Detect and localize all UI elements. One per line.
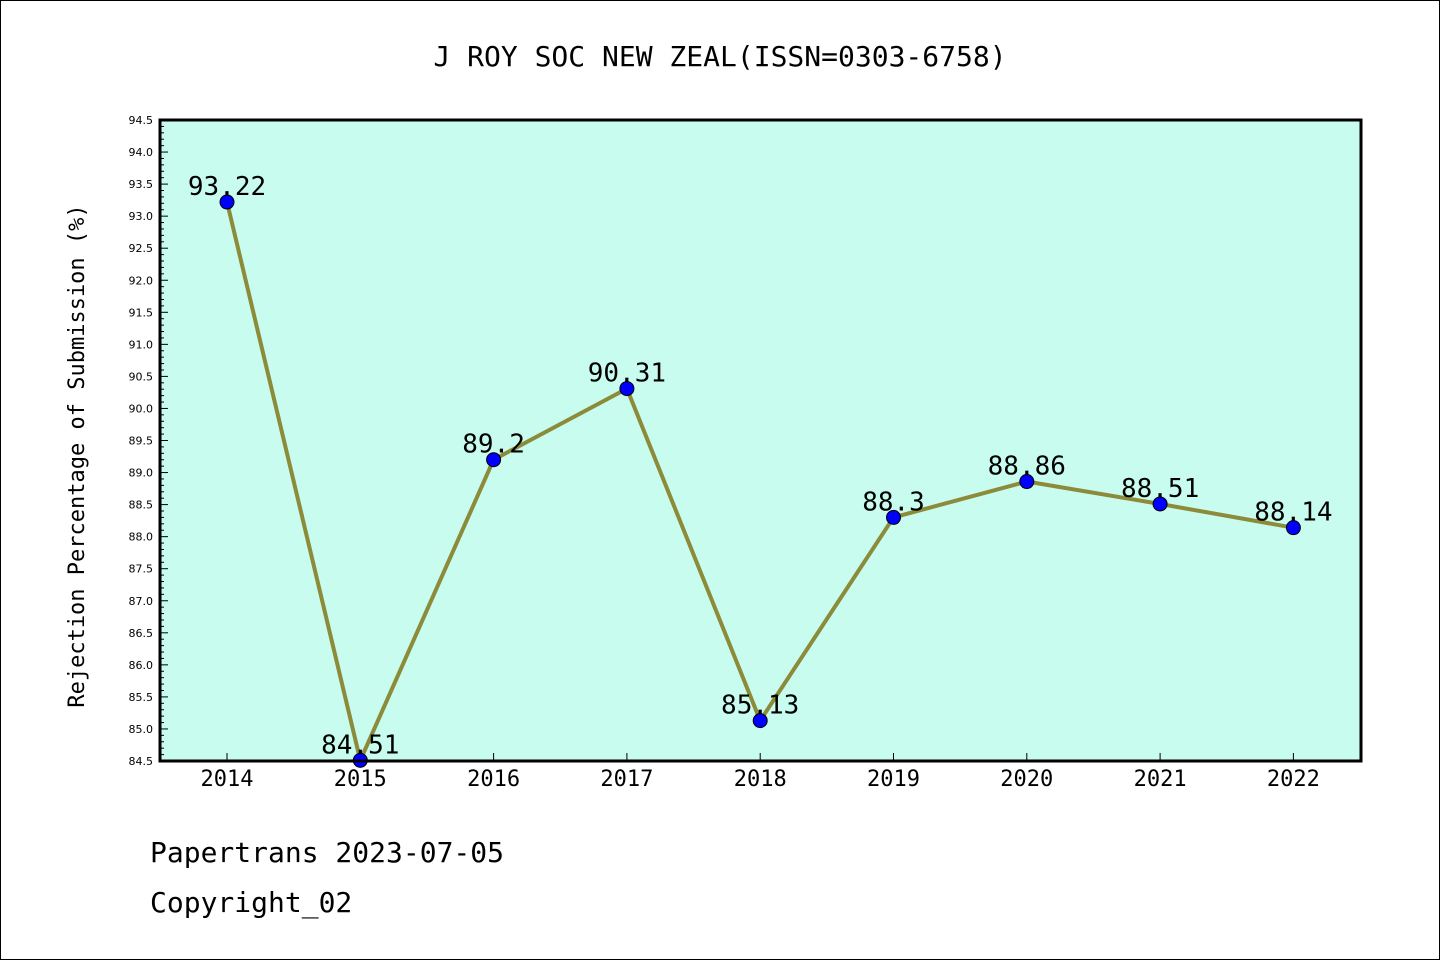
y-tick-label: 85.5 — [129, 691, 154, 704]
y-tick-label: 86.0 — [129, 659, 154, 672]
data-point — [619, 381, 635, 397]
data-point — [486, 452, 502, 468]
y-tick-label: 89.0 — [129, 467, 154, 480]
footer-copyright-line: Copyright_02 — [150, 886, 353, 919]
y-axis-label: Rejection Percentage of Submission (%) — [65, 204, 90, 707]
y-tick-label: 91.0 — [129, 338, 154, 351]
y-tick-label: 90.0 — [129, 402, 154, 415]
data-point — [752, 713, 768, 729]
y-tick-label: 94.0 — [129, 146, 154, 159]
x-tick-label: 2017 — [600, 767, 653, 792]
plot-border — [158, 118, 1363, 763]
y-tick-label: 93.5 — [129, 178, 154, 191]
y-tick-label: 85.0 — [129, 723, 154, 736]
plot-area — [160, 120, 1361, 761]
y-tick-label: 84.5 — [129, 755, 154, 768]
y-tick-label: 89.5 — [129, 435, 154, 448]
x-axis: 2014 2015 2016 2017 2018 2019 2020 2021 2022 — [201, 753, 1320, 792]
y-tick-label: 88.5 — [129, 499, 154, 512]
footer-date-line: Papertrans 2023-07-05 — [150, 836, 505, 869]
x-tick-label: 2015 — [334, 767, 387, 792]
data-point — [219, 194, 235, 210]
chart-title: J ROY SOC NEW ZEAL(ISSN=0303-6758) — [433, 40, 1006, 73]
data-point — [1019, 474, 1035, 490]
y-tick-label: 86.5 — [129, 627, 154, 640]
y-tick-label: 87.5 — [129, 563, 154, 576]
x-tick-label: 2014 — [201, 767, 254, 792]
x-tick-label: 2022 — [1267, 767, 1320, 792]
x-tick-label: 2018 — [734, 767, 787, 792]
data-point — [886, 509, 901, 525]
x-tick-label: 2016 — [467, 767, 520, 792]
y-tick-label: 91.5 — [129, 306, 154, 319]
data-point — [1152, 496, 1168, 512]
x-tick-label: 2021 — [1134, 767, 1187, 792]
y-tick-label: 90.5 — [129, 370, 154, 383]
y-tick-label: 92.0 — [129, 274, 154, 287]
y-tick-label: 88.0 — [129, 531, 154, 544]
y-tick-label: 93.0 — [129, 210, 154, 223]
x-tick-label: 2019 — [867, 767, 920, 792]
y-tick-label: 87.0 — [129, 595, 154, 608]
y-tick-label: 94.5 — [129, 114, 154, 127]
data-point — [1285, 520, 1301, 536]
series-layer: 93.2284.5189.290.3185.1388.388.8688.5188… — [188, 172, 1333, 768]
y-tick-label: 92.5 — [129, 242, 154, 255]
x-tick-label: 2020 — [1000, 767, 1053, 792]
